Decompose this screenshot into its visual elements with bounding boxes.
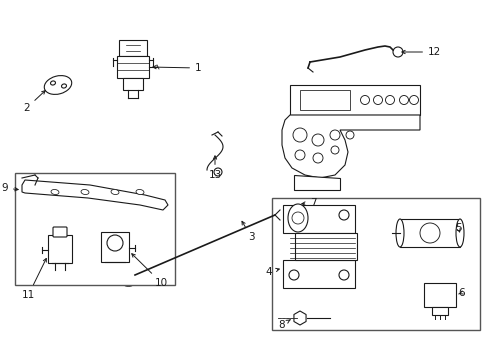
Circle shape — [292, 128, 306, 142]
Circle shape — [373, 95, 382, 104]
Text: 3: 3 — [242, 221, 254, 242]
Circle shape — [107, 235, 123, 251]
Text: 10: 10 — [131, 254, 168, 288]
Text: 11: 11 — [21, 258, 46, 300]
Circle shape — [346, 131, 353, 139]
Bar — [117, 56, 149, 78]
Text: 8: 8 — [278, 320, 289, 330]
Text: 4: 4 — [265, 267, 279, 277]
Polygon shape — [293, 175, 339, 190]
Circle shape — [329, 130, 339, 140]
Text: 6: 6 — [457, 288, 464, 298]
Circle shape — [288, 210, 298, 220]
Bar — [423, 283, 455, 307]
Circle shape — [399, 95, 407, 104]
Bar — [283, 205, 354, 233]
Polygon shape — [282, 115, 419, 178]
Bar — [101, 232, 129, 262]
Bar — [299, 90, 349, 110]
Circle shape — [214, 168, 222, 176]
Ellipse shape — [419, 223, 439, 243]
Polygon shape — [22, 180, 168, 210]
Bar — [271, 198, 479, 330]
Ellipse shape — [124, 278, 134, 283]
Circle shape — [338, 270, 348, 280]
Text: 13: 13 — [208, 156, 221, 180]
Ellipse shape — [51, 189, 59, 194]
Text: 2: 2 — [23, 91, 45, 113]
Bar — [294, 233, 356, 260]
Ellipse shape — [81, 189, 89, 194]
Circle shape — [360, 95, 369, 104]
Bar — [399, 219, 459, 247]
Bar — [283, 260, 354, 288]
Text: 5: 5 — [454, 223, 461, 233]
Circle shape — [312, 153, 323, 163]
Circle shape — [330, 146, 338, 154]
Bar — [123, 78, 142, 90]
Bar — [119, 40, 147, 56]
Text: 7: 7 — [301, 198, 316, 208]
Ellipse shape — [111, 189, 119, 194]
Ellipse shape — [124, 279, 134, 284]
Text: 1: 1 — [153, 63, 201, 73]
Circle shape — [385, 95, 394, 104]
Text: 12: 12 — [401, 47, 440, 57]
Circle shape — [291, 212, 304, 224]
Circle shape — [294, 150, 305, 160]
Circle shape — [338, 210, 348, 220]
Ellipse shape — [123, 282, 133, 287]
Ellipse shape — [455, 219, 463, 247]
Bar — [48, 235, 72, 263]
Ellipse shape — [125, 275, 135, 280]
FancyBboxPatch shape — [53, 227, 67, 237]
Ellipse shape — [395, 219, 403, 247]
Circle shape — [311, 134, 324, 146]
Bar — [15, 173, 175, 285]
Bar — [289, 85, 419, 115]
Ellipse shape — [44, 76, 72, 94]
Circle shape — [288, 270, 298, 280]
Circle shape — [392, 47, 402, 57]
Bar — [431, 307, 447, 315]
Ellipse shape — [50, 81, 55, 85]
Ellipse shape — [136, 189, 143, 194]
Text: 9: 9 — [1, 183, 18, 193]
Circle shape — [408, 95, 418, 104]
Ellipse shape — [61, 84, 66, 88]
Ellipse shape — [287, 204, 307, 232]
